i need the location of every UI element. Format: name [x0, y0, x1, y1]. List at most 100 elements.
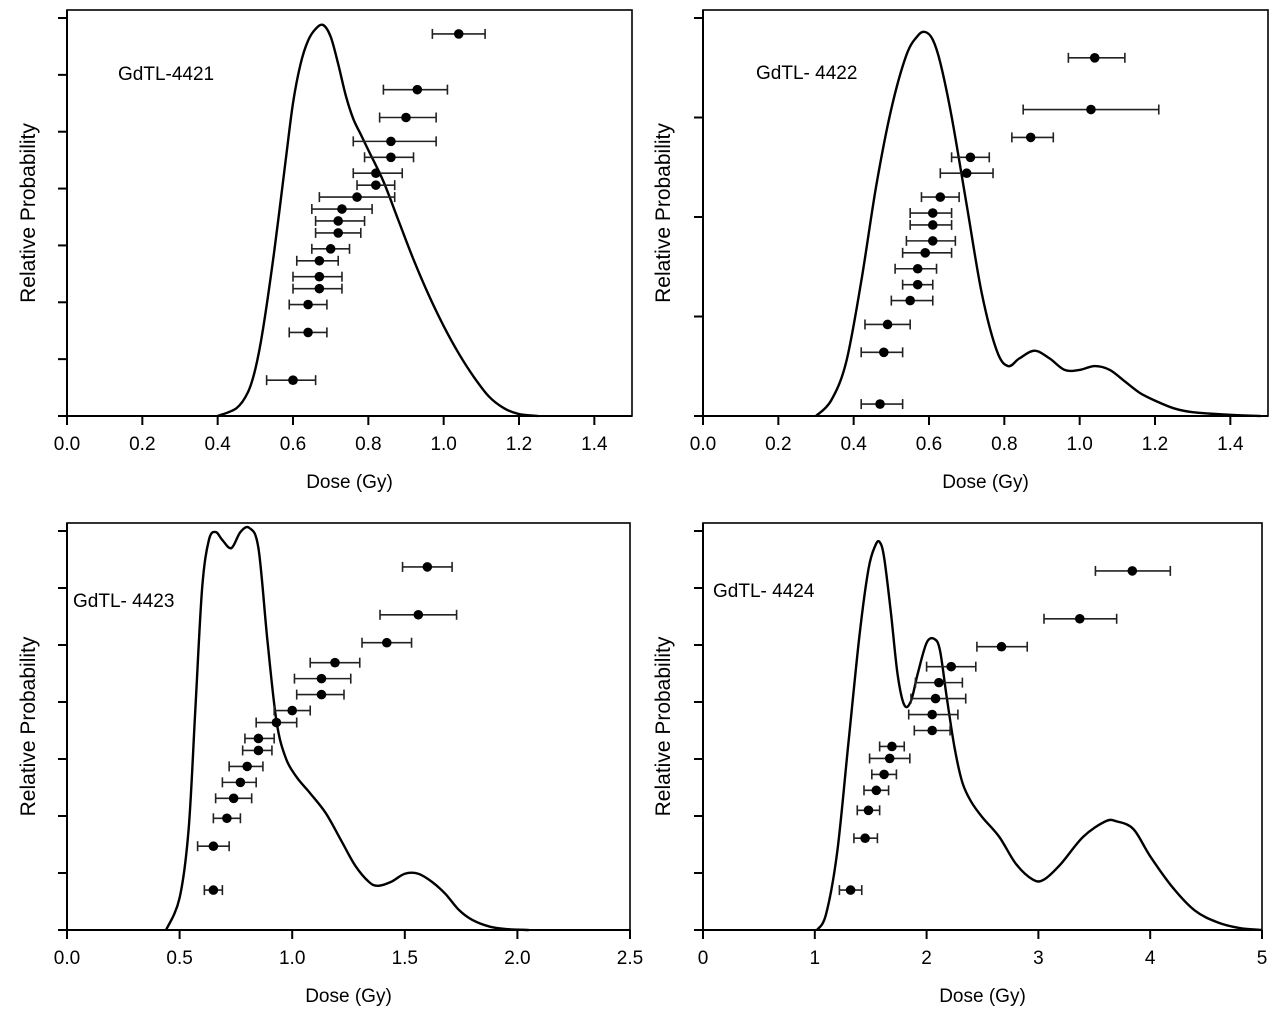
x-tick-label: 2.5 [617, 948, 643, 969]
aliquot-dose-point [925, 661, 977, 672]
y-axis-label: Relative Probability [17, 123, 40, 303]
aliquot-dose-point [314, 215, 366, 226]
aliquot-dose-point [1022, 104, 1160, 115]
data-point [912, 263, 923, 274]
aliquot-dose-point [255, 717, 298, 728]
data-point [235, 777, 246, 788]
data-point [253, 733, 264, 744]
aliquot-dose-point [361, 637, 413, 648]
aliquot-dose-point [196, 841, 230, 852]
aliquot-dose-point [241, 745, 273, 756]
x-tick-label: 0.0 [54, 434, 80, 455]
x-tick-label: 0.2 [765, 434, 791, 455]
x-tick-label: 0.5 [166, 948, 192, 969]
x-axis-label: Dose (Gy) [939, 986, 1026, 1007]
aliquot-dose-point [293, 673, 352, 684]
aliquot-dose-point [309, 657, 361, 668]
probability-density-curve [164, 525, 529, 932]
x-tick-label: 0.8 [991, 434, 1017, 455]
aliquot-dose-point [914, 677, 964, 688]
x-axis-label: Dose (Gy) [305, 986, 392, 1007]
aliquot-dose-point [976, 641, 1029, 652]
data-point [253, 745, 264, 756]
data-point [1074, 613, 1085, 624]
data-point [401, 112, 411, 123]
x-tick-label: 1.5 [392, 948, 418, 969]
aliquot-dose-point [352, 136, 437, 147]
aliquot-dose-point [363, 152, 415, 163]
data-point [208, 841, 219, 852]
aliquot-dose-point [244, 733, 275, 744]
x-tick-label: 0.8 [355, 434, 381, 455]
data-point [884, 753, 895, 764]
plot-frame [66, 522, 631, 931]
x-tick-label: 1.0 [1066, 434, 1092, 455]
panel-gdtl-4424: 0 1 2 3 4 5 Dose (Gy) Relative Probability GdTL-… [652, 522, 1267, 1007]
aliquot-dose-point [214, 793, 253, 804]
panel-gdtl-4421: 0.0 0.2 0.4 0.6 0.8 1.0 1.2 1.4 Dose (Gy) Relativ… [17, 9, 633, 493]
aliquot-dose-point [909, 208, 953, 219]
aliquot-dose-point [292, 283, 343, 294]
aliquot-dose-point [878, 741, 906, 752]
data-point [316, 689, 327, 700]
panel-label: GdTL- 4423 [73, 591, 174, 612]
x-tick-label: 1.4 [1217, 434, 1244, 455]
aliquot-dose-point [871, 769, 898, 780]
data-point [927, 220, 938, 230]
y-axis-label: Relative Probability [17, 636, 40, 816]
panel-label: GdTL- 4422 [756, 63, 857, 84]
data-point [1127, 566, 1138, 576]
data-point [386, 136, 396, 147]
data-point [208, 885, 219, 895]
data-point [905, 295, 915, 306]
aliquot-dose-point [905, 235, 957, 246]
aliquot-dose-point [890, 295, 934, 306]
x-axis-label: Dose (Gy) [306, 472, 393, 493]
data-point [845, 885, 856, 895]
aliquot-dose-point [868, 753, 911, 764]
aliquot-dose-point [920, 192, 960, 203]
data-point [930, 693, 941, 704]
data-point [912, 279, 923, 290]
aliquot-dose-point [318, 192, 396, 203]
data-point [352, 192, 362, 202]
data-point [222, 813, 232, 824]
aliquot-dose-point [901, 279, 934, 290]
aliquot-dose-point [913, 725, 951, 736]
data-point [330, 657, 340, 668]
data-point [303, 299, 313, 310]
aliquot-dose-point [909, 219, 953, 230]
x-tick-label: 2 [921, 948, 932, 969]
aliquot-dose-point [950, 152, 991, 163]
aliquot-dose-point [314, 227, 362, 238]
data-point [316, 673, 327, 684]
data-point [271, 717, 282, 728]
aliquot-dose-point [860, 399, 904, 410]
x-tick-label: 4 [1145, 948, 1156, 969]
data-point [333, 228, 344, 238]
x-tick-label: 2.0 [504, 948, 530, 969]
aliquot-dose-point [853, 833, 879, 844]
data-point [371, 168, 381, 179]
data-point [879, 347, 889, 358]
y-axis-label: Relative Probability [652, 636, 675, 816]
aliquot-dose-point [311, 204, 373, 215]
aliquot-dose-point [288, 327, 328, 338]
data-point [927, 236, 938, 246]
x-tick-label: 0.6 [280, 434, 306, 455]
x-tick-label: 0.4 [840, 434, 867, 455]
probability-density-curve [217, 23, 538, 418]
aliquot-dose-point [265, 375, 317, 386]
data-point [875, 399, 885, 409]
data-point [863, 805, 874, 816]
data-point [1086, 104, 1096, 115]
aliquot-dose-point [1011, 132, 1055, 143]
x-tick-label: 1.0 [279, 948, 305, 969]
aliquot-dose-point [838, 885, 863, 896]
y-axis-label: Relative Probability [652, 123, 675, 303]
x-tick-label: 1.2 [506, 434, 532, 455]
probability-density-curve [815, 539, 1263, 932]
panel-gdtl-4422: 0.0 0.2 0.4 0.6 0.8 1.0 1.2 1.4 Dose (Gy) Relativ… [652, 9, 1269, 493]
x-tick-label: 0.4 [204, 434, 231, 455]
